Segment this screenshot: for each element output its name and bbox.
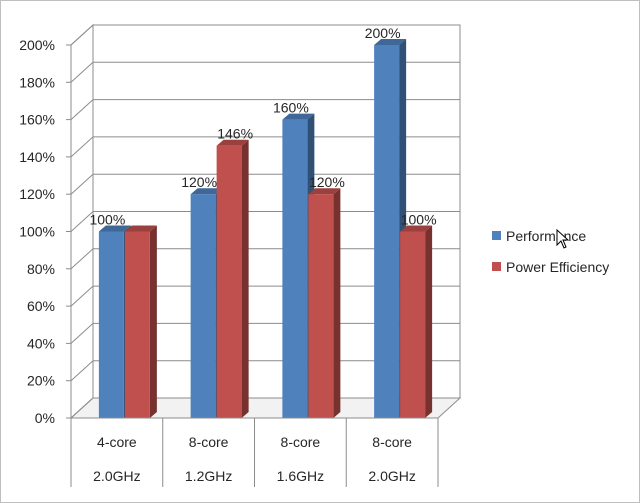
bar-performance	[282, 119, 308, 418]
gridline	[70, 136, 460, 158]
x-category-label: 8-core	[189, 434, 229, 450]
x-category-label: 2.0GHz	[368, 468, 415, 484]
y-tick-label: 0%	[35, 410, 55, 426]
y-tick-label: 60%	[27, 298, 55, 314]
gridline	[70, 24, 460, 46]
bar-top	[374, 39, 407, 45]
bar-side	[149, 225, 157, 418]
y-tick-label: 100%	[19, 224, 55, 240]
y-tick-label: 40%	[27, 335, 55, 351]
legend-label: Performance	[506, 228, 586, 244]
data-label: 146%	[217, 126, 253, 142]
mouse-cursor-icon	[556, 228, 570, 249]
bar-top	[308, 188, 341, 195]
gridline	[70, 61, 460, 83]
x-category-label: 1.2GHz	[185, 468, 232, 484]
bar-top	[124, 225, 157, 232]
x-category-label: 8-core	[372, 434, 412, 450]
y-tick-label: 140%	[19, 149, 55, 165]
y-tick-label: 200%	[19, 37, 55, 53]
gridline	[70, 173, 460, 195]
legend-swatch-power-efficiency	[492, 262, 501, 271]
bar-performance	[98, 231, 124, 418]
data-label: 120%	[309, 174, 345, 190]
bar-performance	[190, 194, 216, 418]
bar-side	[425, 225, 433, 418]
y-tick-label: 180%	[19, 74, 55, 90]
data-label: 100%	[401, 212, 437, 228]
bar-top	[216, 139, 249, 146]
legend-swatch-performance	[492, 231, 501, 240]
y-tick-label: 160%	[19, 112, 55, 128]
data-label: 100%	[89, 212, 125, 228]
bar-top	[282, 113, 315, 120]
data-label: 160%	[273, 100, 309, 116]
y-tick-label: 80%	[27, 261, 55, 277]
bar-power-efficiency	[124, 231, 150, 418]
bar-power-efficiency	[216, 145, 242, 418]
bar-performance	[374, 45, 400, 418]
y-tick-label: 20%	[27, 373, 55, 389]
bar-top	[98, 225, 131, 232]
x-category-label: 4-core	[97, 434, 137, 450]
bar-top	[400, 225, 433, 232]
data-label: 200%	[365, 25, 401, 41]
y-tick-label: 120%	[19, 186, 55, 202]
gridline	[70, 99, 460, 120]
bar-side	[241, 139, 249, 418]
x-category-label: 1.6GHz	[277, 468, 324, 484]
bar-top	[190, 188, 223, 195]
bar-power-efficiency	[308, 194, 334, 418]
bar-power-efficiency	[400, 231, 426, 418]
bar-side	[333, 188, 341, 418]
legend-label: Power Efficiency	[506, 259, 609, 275]
data-label: 120%	[181, 174, 217, 190]
x-category-label: 8-core	[281, 434, 321, 450]
x-category-label: 2.0GHz	[93, 468, 140, 484]
